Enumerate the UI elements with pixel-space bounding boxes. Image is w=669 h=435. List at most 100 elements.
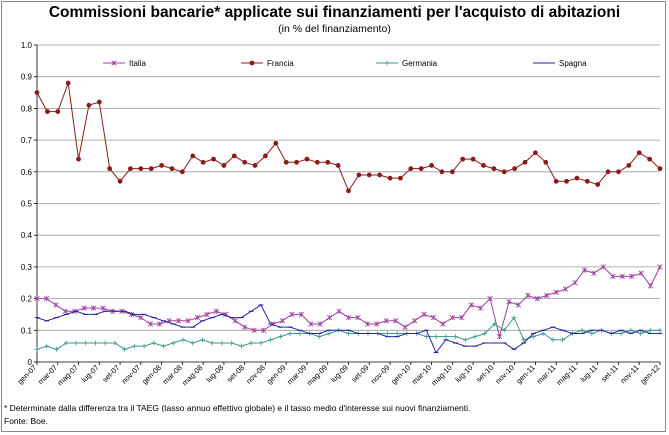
series-group [34, 80, 663, 354]
data-point [346, 188, 351, 194]
data-point [73, 340, 79, 346]
data-point [251, 327, 257, 333]
data-point [515, 302, 522, 308]
data-point [384, 60, 390, 66]
x-tick-label: lug-10 [453, 363, 474, 384]
data-point [533, 150, 538, 156]
x-tick-label: mar-11 [535, 363, 558, 386]
data-point [572, 280, 578, 286]
legend-item-germania: Germania [376, 59, 438, 68]
data-point [346, 331, 351, 336]
data-point [314, 159, 320, 165]
x-tick-label: gen-11 [514, 363, 536, 385]
series-line-francia [36, 82, 661, 192]
data-point [169, 166, 175, 172]
data-point [298, 311, 304, 318]
x-tick-label: set-09 [350, 363, 371, 384]
data-point [657, 327, 663, 333]
chart-title: Commissioni bancarie* applicate sui fina… [48, 4, 621, 21]
data-point [209, 340, 215, 346]
data-point [364, 321, 371, 327]
data-point [472, 334, 478, 340]
x-tick-label: mag-07 [56, 363, 80, 387]
data-point [200, 159, 206, 165]
data-point [287, 331, 293, 336]
series-line-italia [37, 266, 661, 339]
data-point [232, 318, 238, 324]
x-tick-label: lug-11 [578, 363, 599, 384]
data-point [481, 163, 486, 168]
y-tick-label: 0.4 [21, 231, 33, 240]
series-line-spagna [36, 304, 660, 354]
data-point [100, 305, 106, 311]
data-point [394, 331, 400, 336]
data-point [316, 334, 322, 340]
data-point [418, 166, 424, 172]
data-point [589, 331, 595, 336]
data-point [185, 318, 191, 324]
data-point [138, 166, 144, 172]
data-point [487, 295, 493, 302]
data-point [86, 102, 92, 108]
chart-subtitle: (in % del finanziamento) [278, 23, 391, 35]
data-point [268, 337, 274, 343]
data-point [581, 267, 588, 273]
data-point [83, 340, 89, 346]
y-tick-label: 0.8 [21, 104, 33, 113]
y-tick-label: 0.1 [21, 326, 33, 335]
data-point [377, 172, 383, 178]
data-point [605, 169, 611, 175]
data-point [562, 286, 569, 292]
data-point [553, 178, 559, 184]
data-point [138, 314, 144, 321]
data-point [534, 295, 540, 302]
data-point [107, 166, 113, 172]
data-point [204, 311, 210, 318]
data-point [294, 159, 299, 165]
data-point [170, 340, 176, 346]
series-spagna [34, 304, 663, 354]
data-point [308, 321, 314, 327]
data-point [102, 340, 108, 346]
data-point [180, 337, 186, 343]
x-tick-label: mar-07 [36, 363, 59, 386]
x-tick-label: mar-10 [410, 363, 433, 386]
legend-label: Spagna [559, 59, 587, 68]
data-point [564, 178, 569, 184]
data-point [618, 331, 624, 336]
data-point [111, 60, 117, 66]
data-point [525, 292, 531, 299]
data-point [636, 150, 642, 156]
data-point [387, 175, 393, 181]
data-point [511, 315, 517, 321]
data-point [90, 305, 97, 311]
data-point [112, 340, 118, 346]
data-point [543, 159, 549, 165]
x-tick-label: mag-09 [305, 363, 329, 387]
x-tick-label: mag-08 [180, 363, 204, 387]
data-point [449, 169, 455, 175]
data-point [560, 337, 566, 343]
data-point [151, 340, 157, 346]
x-tick-label: gen-12 [639, 363, 662, 386]
legend-label: Germania [402, 59, 438, 68]
data-point [44, 343, 50, 349]
data-point [297, 331, 303, 336]
data-point [491, 166, 497, 172]
data-point [579, 327, 585, 333]
data-point [241, 324, 248, 330]
data-point [356, 172, 362, 178]
data-point [326, 331, 332, 336]
data-point [449, 314, 456, 321]
data-point [277, 334, 283, 340]
data-point [638, 270, 644, 276]
x-tick-label: set-08 [225, 363, 246, 384]
y-tick-label: 0.6 [21, 168, 33, 177]
legend: Italia Francia Germania Spagna [103, 59, 587, 68]
legend-item-francia: Francia [241, 59, 294, 68]
data-point [459, 314, 465, 321]
data-point [263, 153, 268, 159]
data-point [453, 334, 458, 340]
y-tick-label: 1.0 [21, 41, 33, 50]
